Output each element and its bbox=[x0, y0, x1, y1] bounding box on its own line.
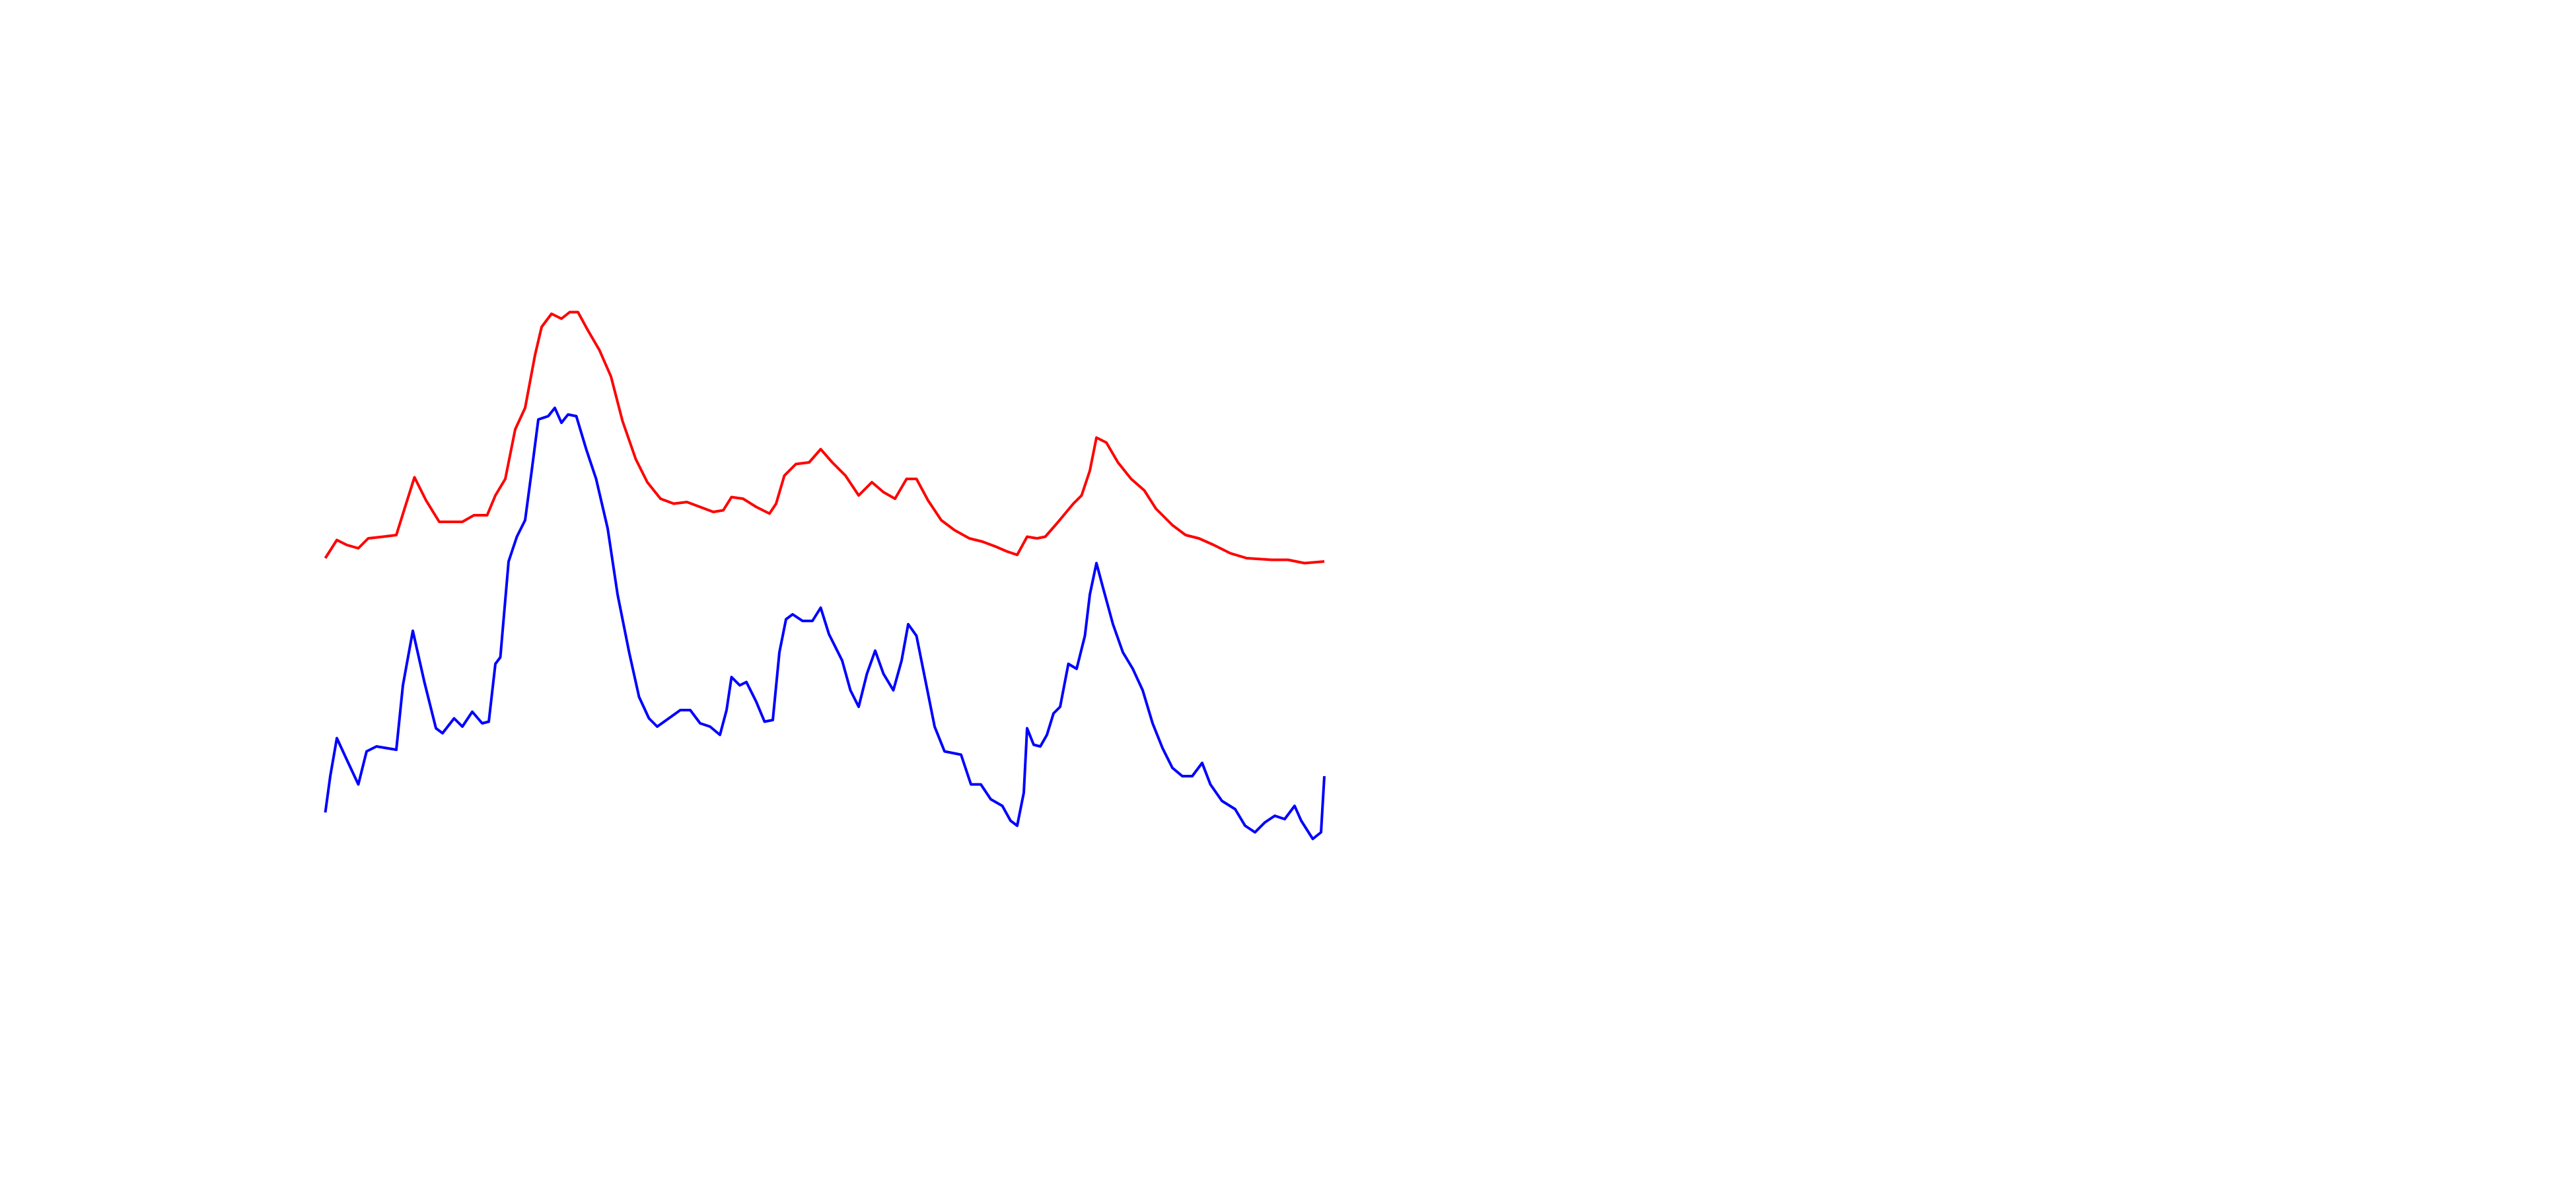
line bbox=[324, 310, 1325, 565]
line bbox=[324, 406, 1326, 840]
